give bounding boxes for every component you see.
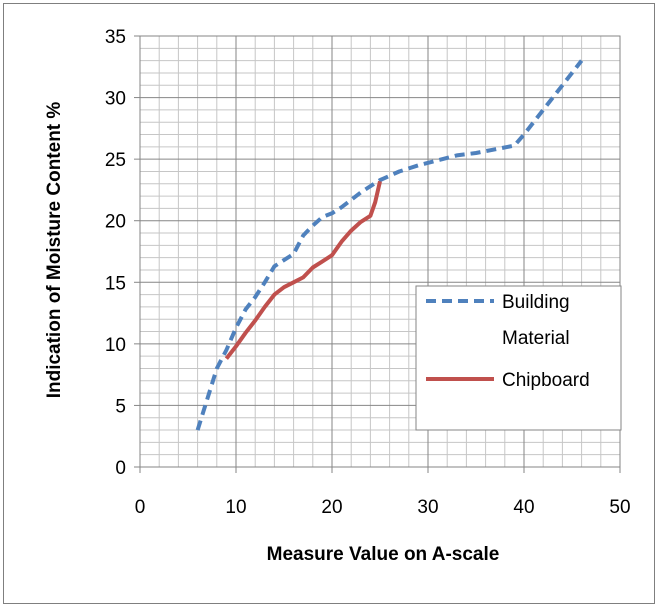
y-axis-tick-labels: 0 5 10 15 20 25 30 35 [105,27,140,479]
plot-area-border [139,35,621,468]
y-tick-label: 0 [115,458,126,479]
y-tick-label: 35 [105,27,126,48]
x-axis-title: Measure Value on A-scale [267,544,500,565]
legend-label-building-material-line2: Material [502,328,570,349]
legend-label-building-material-line1: Building [502,292,570,313]
y-tick-label: 25 [105,150,126,171]
legend: Building Material Chipboard [415,285,622,431]
legend-label-chipboard: Chipboard [502,370,590,391]
y-tick-label: 30 [105,89,126,110]
y-tick-label: 5 [115,396,126,417]
x-tick-label: 40 [513,497,534,518]
y-tick-label: 15 [105,273,126,294]
x-tick-label: 20 [321,497,342,518]
x-axis-tick-labels: 0 10 20 30 40 50 [135,467,631,518]
x-tick-label: 50 [609,497,630,518]
y-tick-label: 20 [105,212,126,233]
x-tick-label: 30 [417,497,438,518]
legend-box [415,285,622,431]
minor-gridlines [140,36,620,467]
series-layer [195,59,584,431]
y-tick-label: 10 [105,335,126,356]
series-line-building-material [195,59,584,431]
x-tick-label: 0 [135,497,146,518]
x-tick-label: 10 [225,497,246,518]
y-axis-title: Indication of Moisture Content % [44,102,65,399]
series-line-chipboard [224,180,382,360]
